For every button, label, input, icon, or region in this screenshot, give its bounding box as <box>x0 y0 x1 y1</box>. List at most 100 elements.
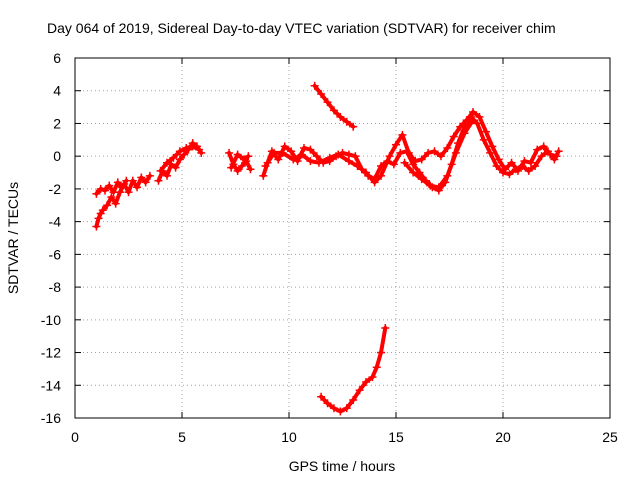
data-point <box>479 135 488 144</box>
data-point <box>417 175 426 184</box>
data-point <box>400 158 409 167</box>
data-point <box>531 162 540 170</box>
data-point <box>381 324 390 332</box>
data-point <box>289 155 298 164</box>
data-point <box>280 142 289 151</box>
data-point <box>111 199 120 208</box>
data-point <box>261 162 270 170</box>
data-point <box>473 119 482 128</box>
data-point <box>100 186 109 195</box>
y-axis-label: SDTVAR / TECUs <box>5 182 21 294</box>
data-point <box>377 348 386 357</box>
data-point <box>344 157 353 166</box>
data-point <box>449 132 458 141</box>
chart-title: Day 064 of 2019, Sidereal Day-to-day VTE… <box>47 20 556 36</box>
data-point <box>351 152 360 161</box>
data-point <box>552 152 561 161</box>
data-point <box>349 122 358 131</box>
data-point <box>163 171 172 180</box>
data-point <box>96 184 105 193</box>
data-point <box>103 201 112 210</box>
data-point <box>314 158 323 167</box>
data-point <box>424 148 433 157</box>
data-point <box>329 106 338 115</box>
data-point <box>325 153 334 162</box>
data-point <box>481 127 490 136</box>
data-point <box>169 153 178 162</box>
data-point <box>195 145 204 154</box>
data-point <box>278 148 287 157</box>
data-point <box>524 166 533 175</box>
data-point <box>299 144 308 152</box>
data-point <box>156 166 165 175</box>
data-point <box>355 386 364 395</box>
data-point <box>244 152 253 161</box>
data-point <box>362 378 371 386</box>
data-point <box>475 112 484 121</box>
data-point <box>259 171 268 180</box>
data-point <box>443 144 452 152</box>
y-tick-label: -10 <box>41 312 61 328</box>
y-tick-label: 0 <box>53 148 61 164</box>
data-point <box>92 189 101 198</box>
data-point <box>336 112 345 121</box>
data-point <box>520 157 529 166</box>
data-point <box>411 157 420 166</box>
data-point <box>312 152 321 161</box>
data-point <box>368 373 377 382</box>
data-point <box>317 90 326 98</box>
x-tick-label: 10 <box>281 429 297 445</box>
x-tick-label: 25 <box>602 429 618 445</box>
data-point <box>105 181 114 190</box>
data-point <box>180 150 189 159</box>
data-point <box>398 130 407 139</box>
x-axis-label: GPS time / hours <box>289 458 396 474</box>
series-midday-b <box>229 152 251 170</box>
data-point <box>118 183 127 192</box>
data-point <box>434 183 443 192</box>
x-tick-label: 5 <box>178 429 186 445</box>
data-point <box>507 158 516 167</box>
data-point <box>526 158 535 167</box>
data-point <box>141 178 150 187</box>
y-tick-label: 6 <box>53 50 61 66</box>
data-point <box>537 152 546 161</box>
data-point <box>334 150 343 159</box>
data-point <box>113 178 122 187</box>
x-tick-label: 0 <box>71 429 79 445</box>
data-point <box>513 166 522 175</box>
data-point <box>109 188 118 197</box>
data-point <box>417 155 426 164</box>
y-tick-label: 2 <box>53 115 61 131</box>
data-point <box>163 158 172 167</box>
data-point <box>469 116 478 125</box>
data-point <box>372 363 381 372</box>
data-point <box>353 162 362 170</box>
data-point <box>175 147 184 156</box>
data-point <box>306 145 315 154</box>
data-point <box>396 148 405 157</box>
data-point <box>349 396 358 404</box>
data-point <box>182 144 191 152</box>
data-point <box>492 162 501 170</box>
data-point <box>274 155 283 164</box>
data-point <box>124 188 133 197</box>
data-point <box>456 122 465 131</box>
data-point <box>362 168 371 177</box>
x-tick-label: 20 <box>495 429 511 445</box>
data-point <box>342 117 351 126</box>
data-point <box>426 181 435 190</box>
y-tick-label: -16 <box>41 410 61 426</box>
y-tick-label: -4 <box>49 214 62 230</box>
grid <box>75 58 610 418</box>
plot-frame <box>74 57 611 419</box>
data-layer <box>92 81 563 416</box>
data-point <box>469 108 478 116</box>
data-point <box>133 183 142 192</box>
data-point <box>486 148 495 157</box>
data-point <box>137 173 146 182</box>
y-tick-label: -2 <box>49 181 62 197</box>
data-point <box>370 178 379 187</box>
data-point <box>443 171 452 180</box>
